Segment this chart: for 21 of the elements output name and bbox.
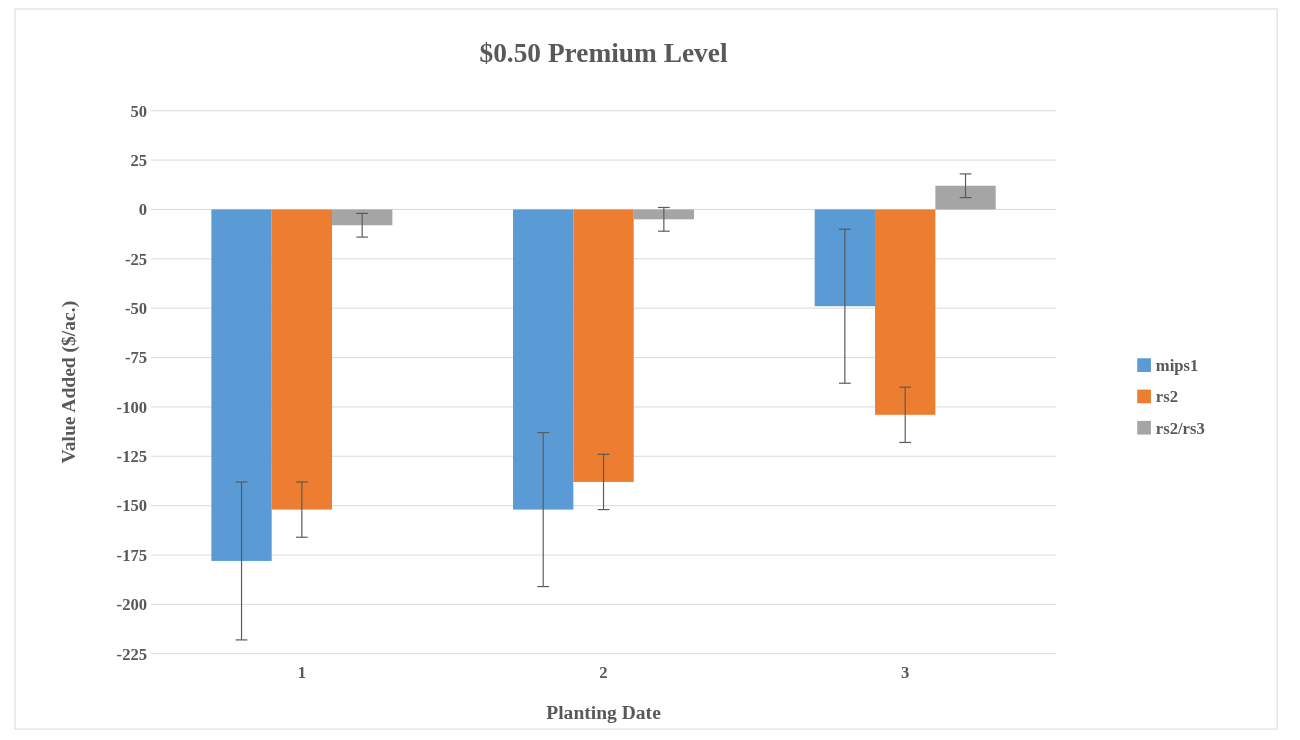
legend-label: mips1 [1155,355,1199,375]
y-axis-title: Value Added ($/ac.) [57,300,80,464]
x-tick-label: 1 [297,663,307,683]
x-axis-title: Planting Date [546,702,662,724]
y-tick-label: -50 [124,299,148,319]
y-tick-label: -75 [124,348,148,368]
y-tick-label: -175 [116,545,148,565]
x-tick-label: 3 [901,663,910,683]
y-tick-label: 0 [138,200,148,220]
y-tick-label: -125 [116,447,148,467]
y-tick-label: -200 [116,595,148,615]
y-tick-label: -25 [124,249,148,269]
y-tick-label: 50 [130,101,148,121]
legend-label: rs2/rs3 [1155,418,1205,438]
y-tick-label: -150 [116,496,148,516]
legend-label: rs2 [1155,387,1178,407]
y-tick-label: 25 [130,150,148,170]
chart-title: $0.50 Premium Level [479,37,728,68]
y-tick-label: -100 [116,397,148,417]
x-tick-label: 2 [599,663,608,683]
y-tick-label: -225 [116,644,148,664]
